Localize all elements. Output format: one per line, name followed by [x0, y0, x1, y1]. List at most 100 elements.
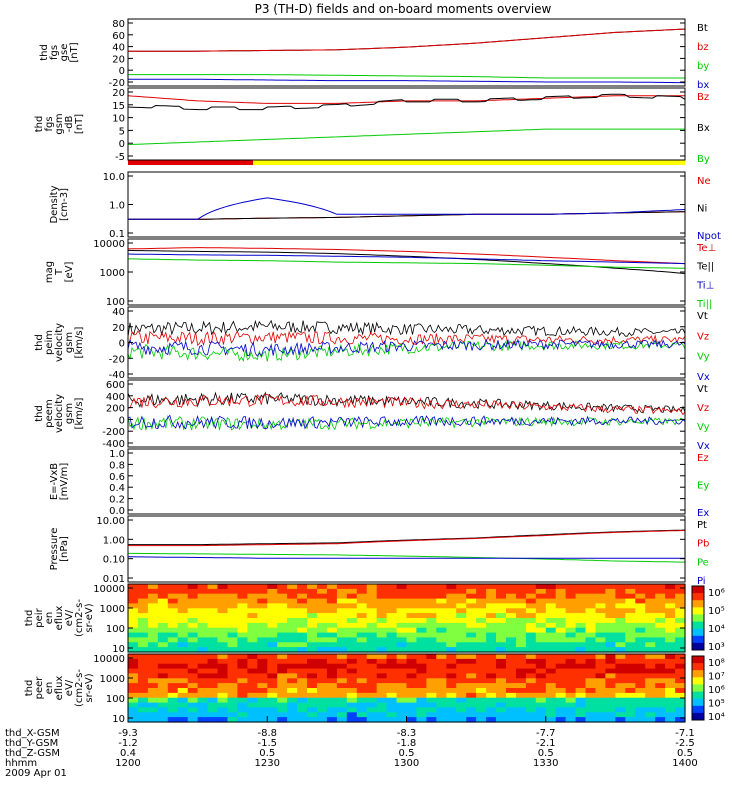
- spectrogram-cell: [535, 647, 547, 653]
- spectrogram-cell: [406, 658, 417, 665]
- spectrogram-cell: [615, 642, 626, 648]
- spectrogram-cell: [575, 584, 587, 590]
- spectrogram-cell: [237, 627, 248, 634]
- spectrogram-cell: [386, 613, 398, 619]
- spectrogram-cell: [426, 663, 437, 670]
- spectrogram-cell: [575, 663, 587, 670]
- series-line-vt: [127, 391, 686, 414]
- panel-frame: [127, 238, 686, 306]
- spectrogram-cell: [655, 658, 666, 665]
- spectrogram-cell: [515, 608, 527, 614]
- spectrogram-cell: [307, 654, 318, 660]
- spectrogram-cell: [257, 707, 268, 713]
- y-axis-label-line: velocity: [54, 394, 65, 433]
- spectrogram-cell: [486, 683, 497, 689]
- y-axis-label-line: thd: [24, 610, 35, 627]
- spectrogram-cell: [665, 658, 676, 665]
- legend-entry: Te||: [696, 262, 714, 273]
- spectrogram-cell: [525, 588, 537, 595]
- spectrogram-cell: [376, 603, 388, 609]
- spectrogram-cell: [525, 647, 537, 653]
- spectrogram-cell: [177, 637, 189, 643]
- spectrogram-cell: [565, 608, 577, 614]
- spectrogram-cell: [446, 707, 457, 713]
- spectrogram-cell: [655, 668, 666, 675]
- spectrogram-cell: [635, 584, 646, 590]
- spectrogram-cell: [545, 584, 557, 590]
- y-tick-label: -200: [102, 427, 125, 438]
- spectrogram-cell: [287, 608, 298, 614]
- spectrogram-cell: [197, 658, 209, 665]
- y-axis-label-line: velocity: [54, 323, 65, 362]
- spectrogram-cell: [426, 712, 437, 718]
- spectrogram-cell: [207, 618, 219, 624]
- spectrogram-cell: [177, 688, 189, 694]
- spectrogram-cell: [426, 598, 437, 605]
- spectrogram-cell: [247, 707, 258, 713]
- spectrogram-cell: [177, 702, 189, 709]
- footer-value: -1.2: [118, 738, 138, 749]
- spectrogram-cell: [535, 608, 547, 614]
- spectrogram-cell: [476, 668, 487, 675]
- spectrogram-cell: [486, 618, 497, 624]
- spectrogram-cell: [317, 584, 328, 590]
- spectrogram-cell: [287, 673, 298, 679]
- spectrogram-cell: [277, 608, 288, 614]
- spectrogram-cell: [128, 697, 139, 704]
- spectrogram-cell: [287, 712, 298, 718]
- spectrogram-cell: [396, 692, 408, 699]
- spectrogram-cell: [655, 707, 666, 713]
- colorbar-label: 10⁴: [708, 712, 725, 723]
- spectrogram-cell: [436, 658, 447, 665]
- spectrogram-cell: [625, 637, 636, 643]
- spectrogram-cell: [595, 642, 606, 648]
- spectrogram-cell: [227, 593, 238, 600]
- y-tick-label: 1000: [100, 268, 125, 279]
- spectrogram-cell: [595, 673, 606, 679]
- spectrogram-cell: [396, 678, 408, 684]
- spectrogram-cell: [525, 637, 537, 643]
- spectrogram-cell: [625, 692, 636, 699]
- spectrogram-cell: [476, 622, 487, 629]
- spectrogram-cell: [326, 632, 338, 639]
- spectrogram-cell: [525, 717, 537, 723]
- spectrogram-cell: [545, 627, 557, 634]
- spectrogram-cell: [406, 702, 417, 709]
- y-axis-label-line: eflux: [54, 606, 65, 631]
- spectrogram-cell: [326, 697, 338, 704]
- spectrogram-cell: [665, 603, 676, 609]
- spectrogram-cell: [525, 593, 537, 600]
- spectrogram-cell: [356, 702, 368, 709]
- spectrogram-cell: [277, 588, 288, 595]
- footer-value: -8.8: [257, 728, 277, 739]
- spectrogram-cell: [525, 632, 537, 639]
- spectrogram-cell: [426, 702, 437, 709]
- spectrogram-cell: [227, 683, 238, 689]
- spectrogram-cell: [496, 663, 507, 670]
- spectrogram-cell: [476, 637, 487, 643]
- spectrogram-cell: [545, 603, 557, 609]
- y-axis-label-line: [nPa]: [59, 536, 70, 562]
- spectrogram-cell: [217, 668, 228, 675]
- spectrogram-cell: [486, 622, 497, 629]
- footer-row-label: thd_X-GSM: [5, 728, 60, 739]
- spectrogram-cell: [277, 717, 288, 723]
- spectrogram-cell: [595, 658, 606, 665]
- spectrogram-cell: [555, 654, 567, 660]
- spectrogram-cell: [287, 697, 298, 704]
- spectrogram-cell: [665, 688, 676, 694]
- spectrogram-cell: [585, 688, 596, 694]
- y-tick-label: 5: [119, 126, 125, 137]
- spectrogram-cell: [267, 668, 278, 675]
- spectrogram-cell: [257, 692, 268, 699]
- spectrogram-cell: [247, 673, 258, 679]
- spectrogram-cell: [177, 618, 189, 624]
- spectrogram-cell: [655, 622, 666, 629]
- spectrogram-cell: [366, 697, 378, 704]
- spectrogram-cell: [555, 688, 567, 694]
- spectrogram-cell: [665, 618, 676, 624]
- spectrogram-cell: [336, 627, 348, 634]
- spectrogram-cell: [585, 603, 596, 609]
- spectrogram-cell: [665, 588, 676, 595]
